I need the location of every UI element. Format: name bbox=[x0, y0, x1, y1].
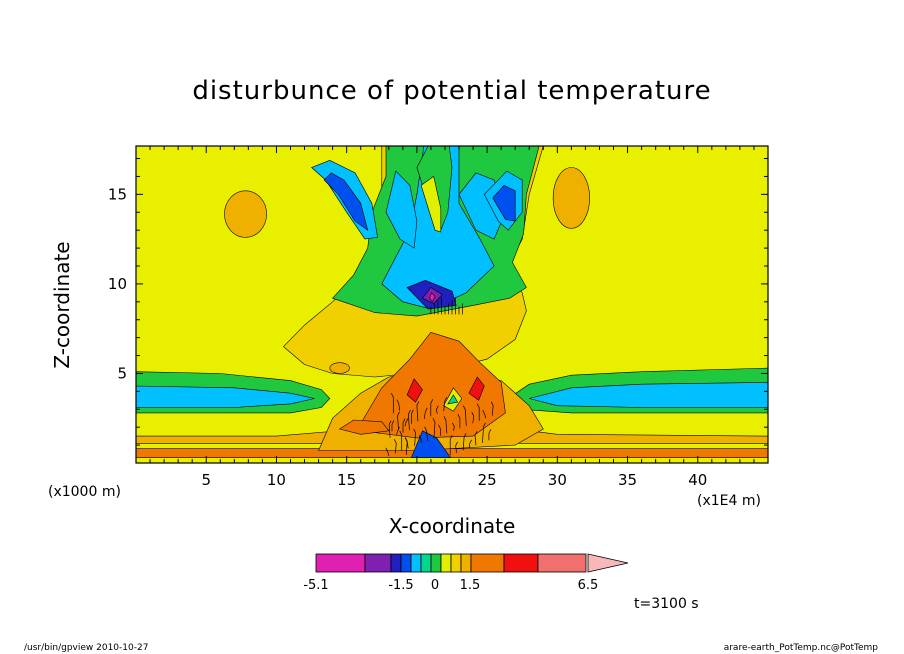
x-axis-unit: (x1E4 m) bbox=[697, 493, 761, 509]
x-tick-label: 5 bbox=[201, 471, 211, 489]
colorbar-swatch bbox=[460, 553, 472, 573]
colorbar-swatch bbox=[400, 553, 412, 573]
y-axis-label: Z-coordinate bbox=[50, 241, 74, 369]
colorbar-swatch bbox=[537, 553, 587, 573]
y-tick-label: 15 bbox=[108, 185, 127, 203]
colorbar-swatch bbox=[364, 553, 392, 573]
x-tick-label: 20 bbox=[407, 471, 426, 489]
contour-core-orange-inner bbox=[360, 331, 506, 439]
contour-hot-spot-left bbox=[406, 378, 423, 403]
x-tick-label: 30 bbox=[548, 471, 567, 489]
plot-area bbox=[136, 146, 768, 463]
y-tick-label: 10 bbox=[108, 275, 127, 293]
colorbar-swatch bbox=[410, 553, 422, 573]
contour-ground-layer bbox=[136, 448, 768, 458]
contour-field bbox=[136, 146, 768, 463]
colorbar-swatch bbox=[450, 553, 462, 573]
x-axis-label: X-coordinate bbox=[388, 514, 516, 538]
x-tick-label: 25 bbox=[478, 471, 497, 489]
contour-core-green-spot bbox=[447, 394, 459, 405]
contour-small-orange-lobe bbox=[329, 362, 350, 374]
colorbar-tick-label: 1.5 bbox=[459, 578, 481, 593]
contour-upper-core-magenta bbox=[429, 292, 436, 303]
colorbar bbox=[315, 553, 629, 573]
axes: 5 10 15 20 25 30 35 40 5 10 15 bbox=[108, 145, 769, 489]
colorbar-swatch bbox=[315, 553, 366, 573]
contour-right-warm-lobe bbox=[552, 167, 590, 229]
colorbar-tick-label: -1.5 bbox=[388, 578, 414, 593]
x-tick-label: 40 bbox=[688, 471, 707, 489]
colorbar-tick-label: 0 bbox=[430, 578, 440, 593]
colorbar-swatch bbox=[503, 553, 539, 573]
contour-base-blue bbox=[410, 430, 452, 458]
turbulence-lines bbox=[385, 297, 494, 456]
footer-left: /usr/bin/gpview 2010-10-27 bbox=[24, 643, 149, 653]
colorbar-extend-arrow bbox=[587, 553, 629, 573]
contour-right-lobe-blue bbox=[492, 185, 516, 222]
contour-hot-spot-right bbox=[468, 376, 485, 401]
timestamp-label: t=3100 s bbox=[634, 596, 699, 612]
plot-frame bbox=[135, 145, 769, 464]
x-tick-label: 15 bbox=[337, 471, 356, 489]
colorbar-swatch bbox=[390, 553, 402, 573]
footer-right: arare-earth_PotTemp.nc@PotTemp bbox=[723, 643, 878, 653]
y-axis-unit: (x1000 m) bbox=[48, 484, 121, 500]
colorbar-tick-label: 6.5 bbox=[577, 578, 599, 593]
y-tick-label: 5 bbox=[117, 364, 127, 382]
contour-plume-yellow-spine bbox=[420, 175, 442, 233]
contour-left-lobe-blue bbox=[323, 172, 369, 231]
contour-band-right-cyan bbox=[529, 382, 768, 408]
colorbar-tick-label: -5.1 bbox=[303, 578, 329, 593]
contour-band-left-cyan bbox=[136, 385, 315, 408]
colorbar-swatch bbox=[430, 553, 442, 573]
x-tick-label: 35 bbox=[618, 471, 637, 489]
colorbar-swatch bbox=[470, 553, 505, 573]
contour-left-warm-lobe bbox=[224, 190, 267, 238]
colorbar-swatch bbox=[420, 553, 432, 573]
chart-title: disturbunce of potential temperature bbox=[192, 76, 712, 106]
contour-core-orange-left bbox=[338, 419, 390, 435]
contour-plume-cyan-left bbox=[385, 170, 418, 249]
colorbar-swatch bbox=[440, 553, 452, 573]
tick-marks bbox=[135, 146, 769, 464]
x-tick-label: 10 bbox=[267, 471, 286, 489]
